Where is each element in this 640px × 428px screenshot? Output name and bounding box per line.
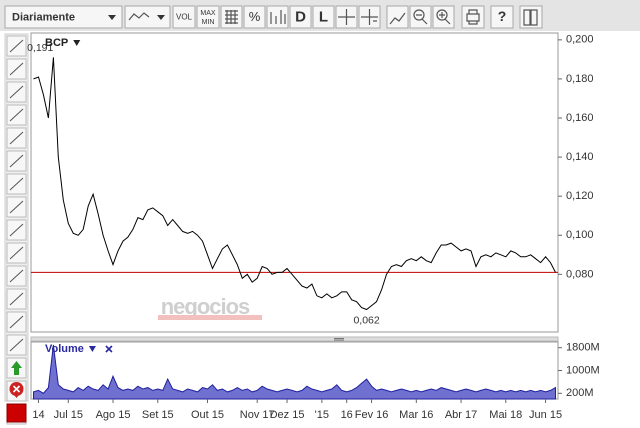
up-arrow [11,361,22,375]
max-label: MAX [200,10,216,17]
tool-icon [9,246,24,260]
vol-label: VOL [176,13,193,22]
zoom-icon [389,12,406,25]
price-line [33,57,556,311]
book-icon [523,9,538,26]
delete-x [12,385,21,393]
y-tick-label: 0,140 [566,151,594,163]
candle-icon [270,10,286,24]
period-label: Diariamente [12,11,75,23]
x-tick-label: Out 15 [191,409,224,421]
volume-area [32,344,557,400]
help-button[interactable] [490,5,514,29]
tool-icon [9,315,24,329]
grid-icon [225,10,238,24]
y-tick-label: 200M [566,387,594,399]
price-panel [30,32,559,333]
x-tick-label: Ago 15 [96,409,131,421]
series-name: Volume [45,343,84,355]
y-tick-label: 0,160 [566,112,594,124]
print-icon [466,9,480,25]
zoom-in-button[interactable] [432,5,455,29]
zoom-out-icon [416,14,428,25]
series-menu[interactable] [73,40,81,46]
y-tick-label: 0,180 [566,73,594,85]
line-icon [128,12,150,21]
help-label: ? [498,8,507,24]
x-tick-label: Jun 15 [529,409,562,421]
tool-icon [9,292,24,306]
x-tick-label: Mar 16 [399,409,433,421]
maxmin-button[interactable] [196,5,220,29]
tool-icon [9,85,24,99]
y-tick-label: 0,100 [566,229,594,241]
value-label: 0,062 [353,314,379,326]
x-tick-label: Mai 18 [489,409,522,421]
d-label: D [295,8,306,25]
zoom-out-button[interactable] [409,5,432,29]
y-tick-label: 0,080 [566,268,594,280]
tool-icon [9,177,24,191]
l-button[interactable] [312,5,335,29]
l-label: L [319,8,328,25]
candle-button[interactable] [266,5,289,29]
zoom-reset-button[interactable] [386,5,409,29]
percent-label: % [249,9,261,24]
splitter[interactable] [30,336,559,342]
color-picker[interactable] [6,403,27,423]
x-tick-label: Jul 15 [54,409,83,421]
style-dropdown[interactable] [124,5,171,29]
tool-icon [9,108,24,122]
x-tick-label: 16 [341,409,353,421]
percent-button[interactable] [243,5,266,29]
tool-icon [9,269,24,283]
value-label: 0,191 [27,42,53,54]
tool-icon [9,200,24,214]
y-tick-label: 0,200 [566,34,594,46]
d-button[interactable] [289,5,312,29]
watermark-bar [158,315,262,320]
dropdown-arrow [108,15,116,20]
zoom-in-icon [439,12,451,25]
series-menu[interactable] [88,346,96,352]
x-tick-label: Set 15 [142,409,174,421]
splitter-grip [334,338,344,341]
tool-icon [9,223,24,237]
tool-column: A [4,33,29,425]
tool-icon [9,154,24,168]
dropdown-arrow [157,15,165,20]
x-tick-label: '15 [315,409,329,421]
print-button[interactable] [461,5,485,29]
series-name: BCP [45,37,68,49]
min-label: MIN [202,19,215,26]
vol-button[interactable] [172,5,196,29]
crosshair-icon [361,9,378,25]
x-tick-label: 14 [32,409,44,421]
period-dropdown[interactable] [4,5,123,29]
watermark: negocios [161,294,250,319]
x-tick-label: Fev 16 [355,409,389,421]
tool-icon [9,62,24,76]
x-tick-label: Dez 15 [270,409,305,421]
y-tick-label: 0,120 [566,190,594,202]
cross-icon [338,9,355,25]
x-tick-label: Nov 17 [240,409,275,421]
zoom-in-icon [436,9,448,21]
zoom-out-icon [413,9,425,21]
close-series[interactable] [105,345,113,353]
tool-icon [9,131,24,145]
y-tick-label: 1800M [566,342,600,354]
y-tick-label: 1000M [566,364,600,376]
x-tick-label: Abr 17 [445,409,477,421]
tool-icon [9,338,24,352]
tool-icon [9,39,24,53]
